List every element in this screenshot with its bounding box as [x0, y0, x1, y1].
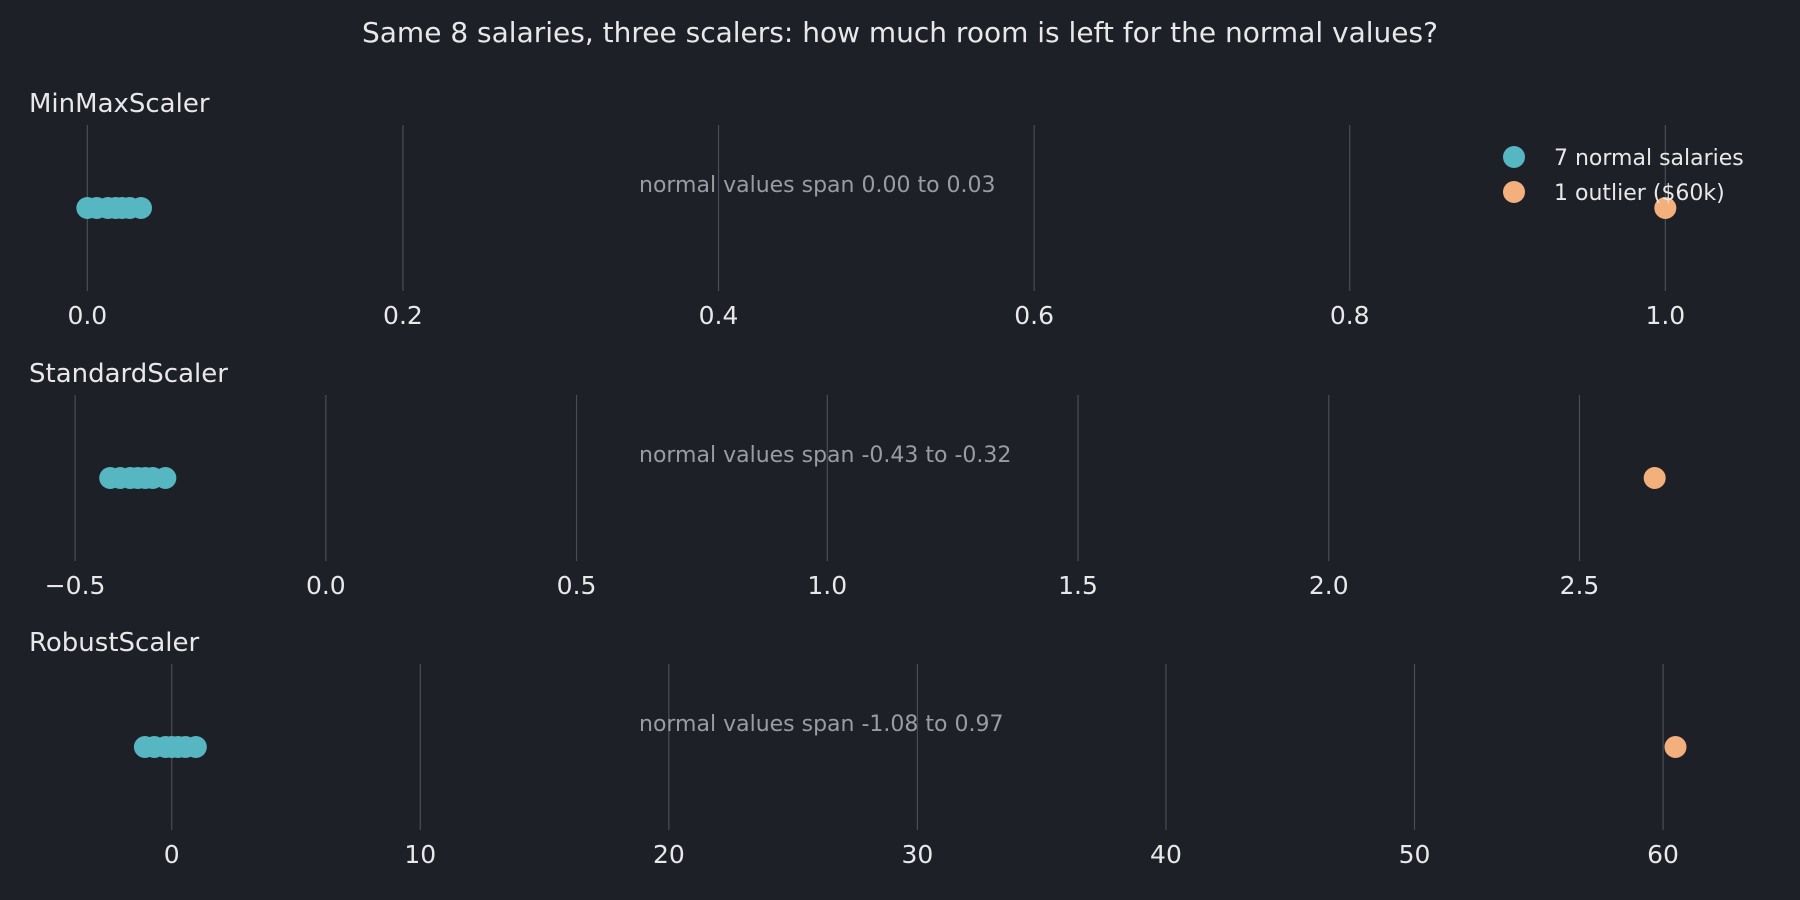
tick-label: 0	[164, 840, 180, 869]
normal-salary-point	[154, 467, 177, 489]
outlier-point	[1643, 467, 1666, 489]
tick-label: 1.0	[807, 571, 847, 600]
legend-marker	[1503, 181, 1525, 203]
panel-title: StandardScaler	[29, 359, 228, 389]
tick-label: 10	[404, 840, 436, 869]
tick-label: 2.5	[1560, 571, 1600, 600]
tick-label: 0.8	[1330, 301, 1370, 330]
tick-label: 20	[653, 840, 685, 869]
tick-label: 1.0	[1645, 301, 1685, 330]
tick-label: 0.0	[67, 301, 107, 330]
outlier-point	[1654, 197, 1677, 219]
chart-title: Same 8 salaries, three scalers: how much…	[362, 16, 1438, 49]
annotation-text: normal values span 0.00 to 0.03	[639, 173, 996, 198]
panel-title: MinMaxScaler	[29, 89, 210, 119]
tick-label: 0.6	[1014, 301, 1054, 330]
tick-label: 0.5	[557, 571, 597, 600]
legend-label: 7 normal salaries	[1554, 146, 1744, 171]
panel-robustscaler: RobustScaler 0 10 20 30 40 50 60 normal values s…	[29, 628, 1687, 869]
panel-title: RobustScaler	[29, 628, 199, 658]
tick-label: 1.5	[1058, 571, 1098, 600]
legend: 7 normal salaries 1 outlier ($60k)	[1503, 146, 1744, 206]
normal-salary-point	[129, 197, 152, 219]
normal-salary-point	[184, 736, 207, 758]
tick-label: 50	[1399, 840, 1431, 869]
annotation-text: normal values span -1.08 to 0.97	[639, 712, 1003, 737]
panel-standardscaler: StandardScaler −0.5 0.0 0.5 1.0 1.5 2.0 2.5 norm…	[29, 359, 1666, 600]
tick-label: 40	[1150, 840, 1182, 869]
panel-minmaxscaler: MinMaxScaler 0.0 0.2 0.4 0.6 0.8 1.0 normal val…	[29, 89, 1685, 330]
tick-label: −0.5	[45, 571, 106, 600]
tick-label: 0.0	[306, 571, 346, 600]
tick-label: 30	[901, 840, 933, 869]
tick-label: 60	[1647, 840, 1679, 869]
tick-label: 2.0	[1309, 571, 1349, 600]
tick-label: 0.2	[383, 301, 423, 330]
panels: MinMaxScaler 0.0 0.2 0.4 0.6 0.8 1.0 normal val…	[29, 89, 1687, 869]
annotation-text: normal values span -0.43 to -0.32	[639, 443, 1011, 468]
outlier-point	[1664, 736, 1687, 758]
legend-label: 1 outlier ($60k)	[1554, 181, 1725, 206]
legend-marker	[1503, 146, 1525, 168]
tick-label: 0.4	[699, 301, 739, 330]
